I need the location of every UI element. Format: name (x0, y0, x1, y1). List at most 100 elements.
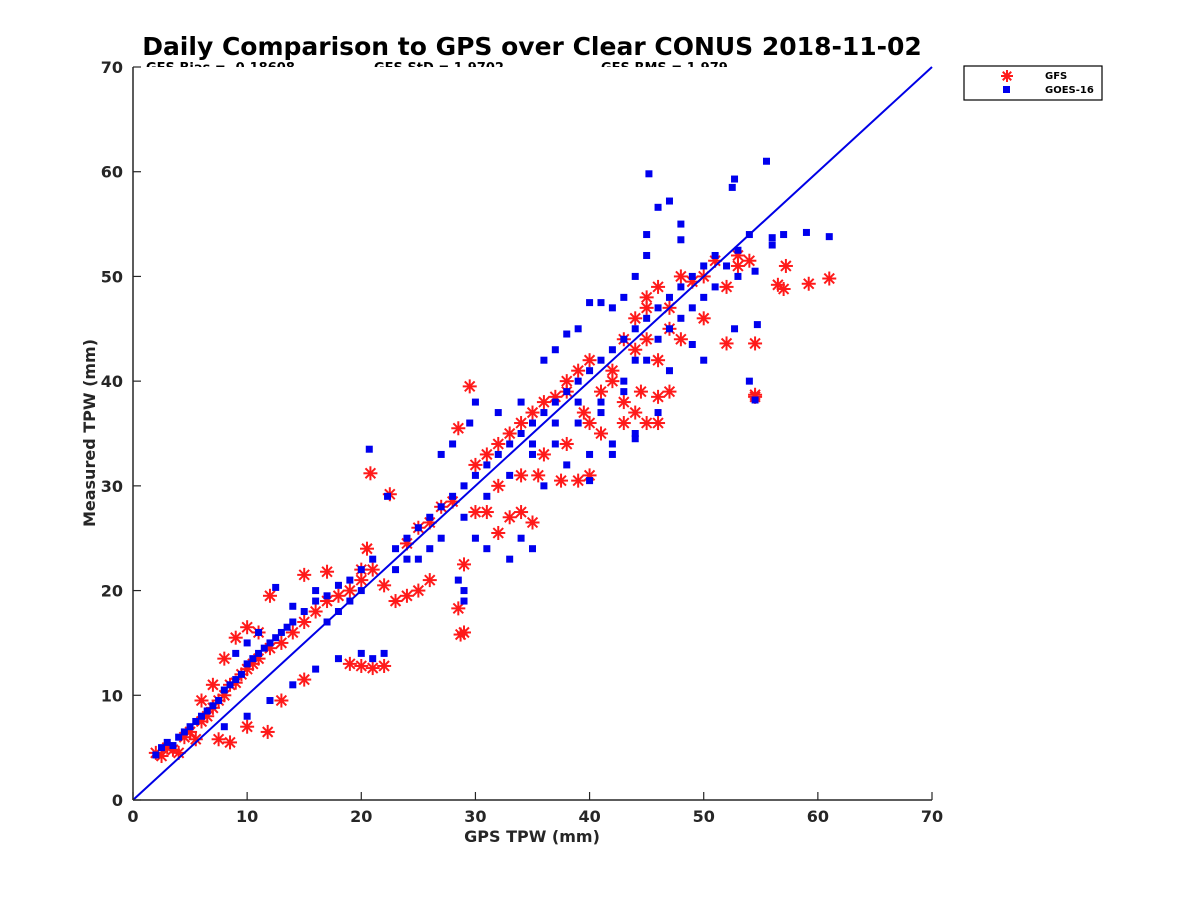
x-tick-label: 10 (236, 807, 258, 826)
gfs-point (422, 573, 437, 588)
gfs-point (673, 332, 688, 347)
goes16-point (529, 545, 536, 553)
goes16-point (631, 272, 639, 280)
goes16-point (529, 450, 536, 458)
goes16-point (312, 597, 320, 605)
goes16-point (700, 356, 708, 364)
goes16-point (209, 702, 217, 710)
legend-box (963, 65, 1103, 101)
goes16-point (574, 398, 582, 406)
goes16-point (266, 639, 274, 647)
goes16-point (597, 356, 605, 364)
axes: 0 10 20 30 40 50 60 70 0 10 20 30 40 50 60 70 GPS TPW … (80, 58, 943, 846)
goes16-point (643, 251, 651, 259)
gfs-point (388, 594, 403, 609)
goes16-point (289, 618, 297, 626)
goes16-point (494, 450, 502, 458)
goes16-point (426, 513, 434, 521)
goes16-point (586, 367, 594, 375)
goes16-point (551, 440, 559, 448)
gfs-point (342, 656, 357, 671)
goes16-point (762, 157, 770, 165)
goes16-point (631, 356, 639, 364)
gfs-point (502, 426, 517, 441)
goes16-point (574, 419, 582, 427)
gfs-point (274, 693, 289, 708)
legend-gfs-marker (1001, 70, 1013, 82)
goes16-point (643, 231, 651, 239)
goes16-point (665, 293, 673, 301)
goes16-point (369, 655, 377, 663)
goes16-point (403, 534, 411, 542)
goes16-point (688, 340, 696, 348)
goes16-point (197, 712, 205, 720)
y-tick-label: 30 (101, 477, 123, 496)
goes16-point (802, 228, 810, 236)
goes16-point (654, 335, 662, 343)
goes16-point (255, 628, 263, 636)
goes16-point (289, 681, 297, 689)
x-tick-label: 40 (578, 807, 600, 826)
goes16-point (517, 534, 525, 542)
goes16-point (731, 325, 739, 333)
gfs-point (491, 525, 506, 540)
x-tick-label: 30 (464, 807, 486, 826)
gfs-point (554, 473, 569, 488)
gfs-point (730, 258, 745, 273)
goes16-point (540, 409, 548, 417)
goes16-point (540, 482, 548, 490)
goes16-point (220, 723, 228, 731)
goes16-point (700, 262, 708, 270)
goes16-point (471, 398, 479, 406)
goes16-point (365, 445, 373, 453)
goes16-point (711, 283, 719, 291)
goes16-point (688, 272, 696, 280)
goes16-point (700, 293, 708, 301)
goes16-point (323, 592, 331, 600)
gfs-point (228, 630, 243, 645)
gfs-point (559, 436, 574, 451)
x-tick-label: 50 (693, 807, 715, 826)
goes16-point (734, 272, 742, 280)
goes16-point (300, 608, 308, 616)
plot-area (132, 66, 933, 801)
goes16-point (180, 728, 188, 736)
goes16-point (494, 409, 502, 417)
goes16-point (255, 649, 263, 657)
goes16-point (597, 398, 605, 406)
x-tick-label: 60 (807, 807, 829, 826)
y-tick-label: 40 (101, 372, 123, 391)
gfs-point (628, 405, 643, 420)
goes16-point (753, 321, 761, 329)
goes16-point (665, 367, 673, 375)
gfs-point (576, 405, 591, 420)
goes16-point (215, 697, 223, 705)
goes16-point (677, 283, 685, 291)
goes16-point (186, 723, 194, 731)
goes16-point (688, 304, 696, 312)
x-tick-label: 0 (127, 807, 138, 826)
gfs-point (479, 447, 494, 462)
goes16-point (392, 545, 400, 553)
goes16-point (266, 697, 274, 705)
gfs-point (719, 336, 734, 351)
x-axis-label: GPS TPW (mm) (464, 827, 600, 846)
goes16-point (677, 236, 685, 244)
gfs-point (491, 478, 506, 493)
gfs-point (377, 578, 392, 593)
goes16-point (586, 450, 594, 458)
gfs-point (582, 353, 597, 368)
goes16-point (563, 330, 571, 338)
gfs-point (468, 457, 483, 472)
goes16-point (471, 534, 479, 542)
gfs-point (502, 510, 517, 525)
gfs-point (411, 583, 426, 598)
goes16-point (665, 197, 673, 205)
gfs-point (205, 677, 220, 692)
goes16-point (551, 419, 559, 427)
y-tick-label: 10 (101, 686, 123, 705)
goes16-point (243, 639, 251, 647)
gfs-point (479, 505, 494, 520)
goes16-point (483, 545, 491, 553)
goes16-point (654, 409, 662, 417)
